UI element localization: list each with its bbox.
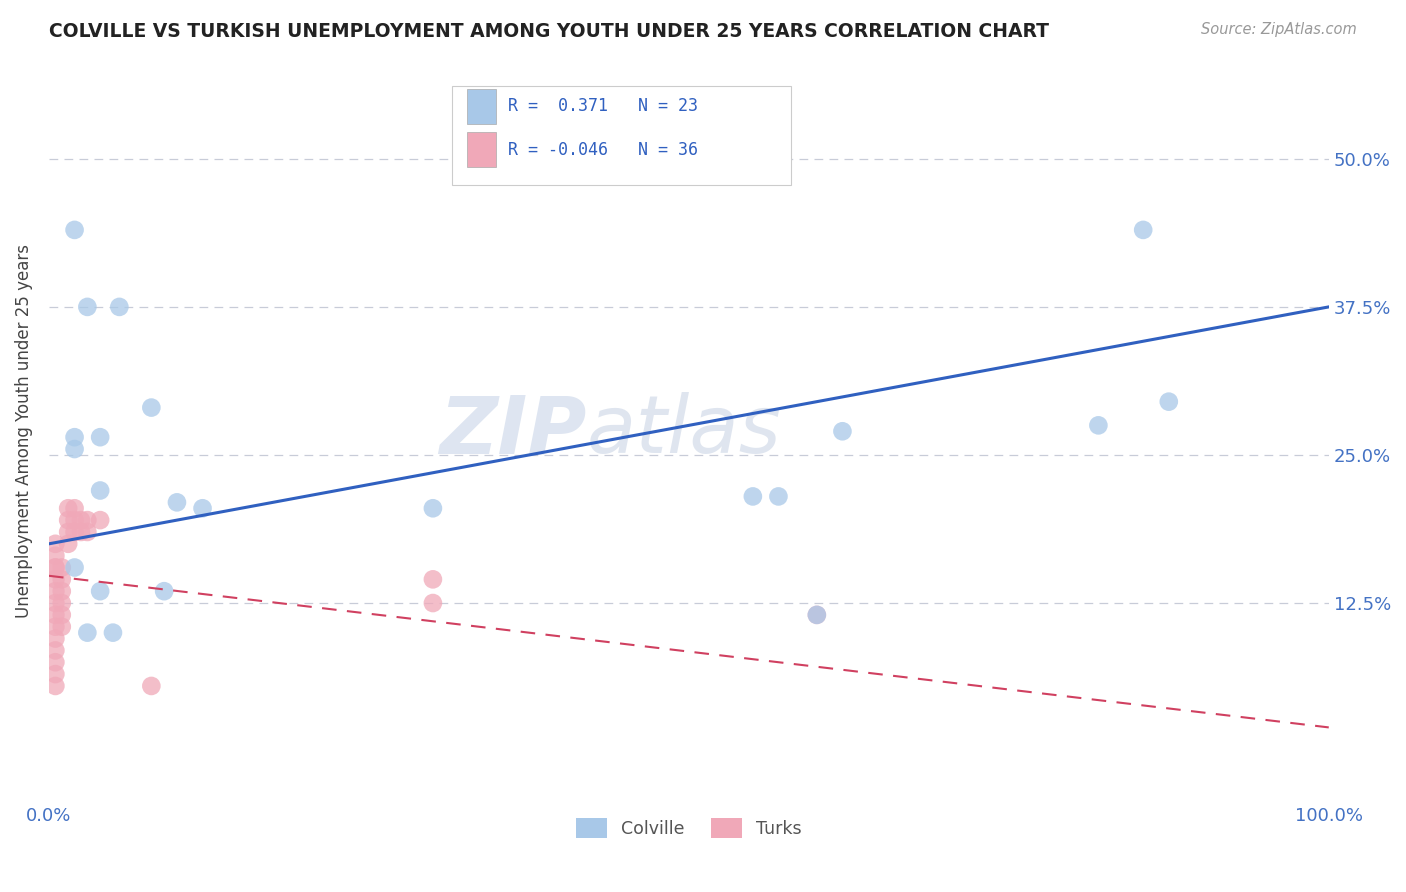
Point: [768, 490, 790, 504]
Point: [63, 223, 86, 237]
Point: [44, 655, 66, 669]
Point: [76, 300, 98, 314]
FancyBboxPatch shape: [467, 88, 496, 124]
Point: [44, 596, 66, 610]
Point: [63, 560, 86, 574]
Point: [51, 620, 73, 634]
Point: [76, 625, 98, 640]
Point: [56, 513, 79, 527]
Text: R =  0.371   N = 23: R = 0.371 N = 23: [509, 97, 699, 115]
Point: [70, 513, 93, 527]
Point: [44, 620, 66, 634]
Point: [63, 442, 86, 456]
Point: [76, 513, 98, 527]
Point: [806, 607, 828, 622]
Point: [44, 632, 66, 646]
Point: [44, 643, 66, 657]
Point: [51, 560, 73, 574]
Point: [166, 495, 188, 509]
FancyBboxPatch shape: [467, 132, 496, 168]
Point: [51, 607, 73, 622]
Point: [51, 596, 73, 610]
Text: R = -0.046   N = 36: R = -0.046 N = 36: [509, 141, 699, 159]
Point: [806, 607, 828, 622]
Point: [153, 584, 176, 599]
Point: [63, 430, 86, 444]
Point: [191, 501, 214, 516]
Point: [44, 572, 66, 586]
Point: [141, 679, 163, 693]
FancyBboxPatch shape: [453, 87, 792, 186]
Point: [51, 572, 73, 586]
Point: [63, 513, 86, 527]
Point: [422, 572, 444, 586]
Point: [422, 501, 444, 516]
Point: [44, 607, 66, 622]
Point: [44, 537, 66, 551]
Point: [422, 596, 444, 610]
Y-axis label: Unemployment Among Youth under 25 years: Unemployment Among Youth under 25 years: [15, 244, 32, 618]
Point: [56, 501, 79, 516]
Point: [141, 401, 163, 415]
Text: COLVILLE VS TURKISH UNEMPLOYMENT AMONG YOUTH UNDER 25 YEARS CORRELATION CHART: COLVILLE VS TURKISH UNEMPLOYMENT AMONG Y…: [49, 22, 1049, 41]
Point: [44, 584, 66, 599]
Point: [44, 560, 66, 574]
Point: [89, 430, 111, 444]
Point: [89, 483, 111, 498]
Legend: Colville, Turks: Colville, Turks: [569, 811, 808, 845]
Point: [56, 524, 79, 539]
Point: [51, 584, 73, 599]
Text: ZIP: ZIP: [439, 392, 586, 470]
Point: [44, 549, 66, 563]
Text: Source: ZipAtlas.com: Source: ZipAtlas.com: [1201, 22, 1357, 37]
Point: [56, 537, 79, 551]
Point: [1157, 394, 1180, 409]
Point: [1132, 223, 1154, 237]
Point: [63, 524, 86, 539]
Point: [44, 560, 66, 574]
Point: [101, 625, 124, 640]
Point: [44, 667, 66, 681]
Point: [741, 490, 763, 504]
Point: [1087, 418, 1109, 433]
Point: [89, 513, 111, 527]
Point: [831, 424, 853, 438]
Point: [76, 524, 98, 539]
Point: [44, 679, 66, 693]
Point: [108, 300, 131, 314]
Point: [89, 584, 111, 599]
Point: [70, 524, 93, 539]
Text: atlas: atlas: [586, 392, 782, 470]
Point: [63, 501, 86, 516]
